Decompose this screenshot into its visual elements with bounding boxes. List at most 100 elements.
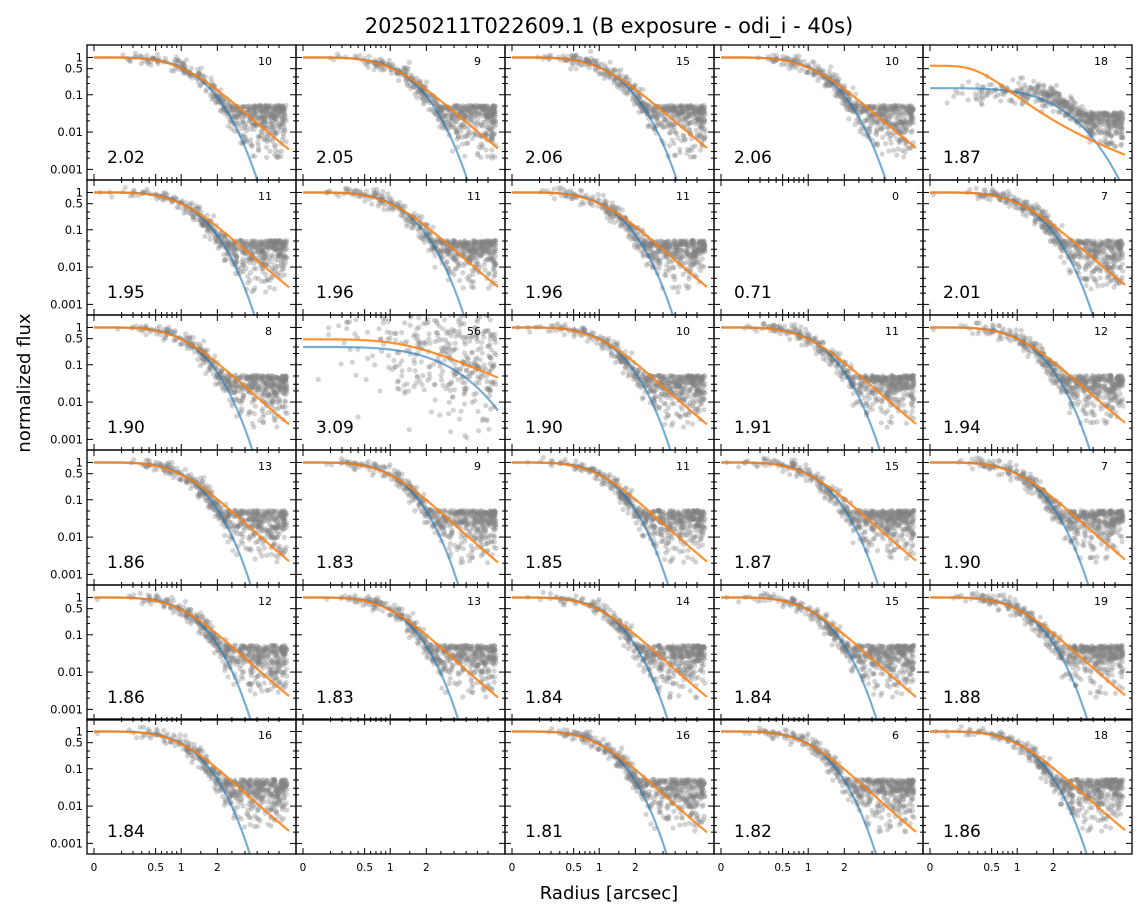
data-point — [435, 117, 441, 123]
data-point — [476, 111, 482, 117]
data-point — [405, 221, 411, 227]
data-point — [262, 251, 268, 257]
data-point — [186, 73, 192, 79]
data-point — [643, 262, 650, 268]
data-point — [577, 62, 583, 68]
data-point — [893, 121, 899, 127]
data-point — [260, 109, 266, 115]
data-point — [488, 108, 494, 114]
data-point — [258, 132, 265, 138]
data-point — [651, 107, 657, 113]
data-point — [665, 238, 672, 244]
data-point — [362, 198, 368, 204]
data-point — [251, 104, 257, 110]
data-point — [232, 109, 239, 115]
data-point — [180, 60, 186, 66]
data-point — [595, 192, 601, 198]
data-point — [264, 277, 270, 283]
data-point — [890, 121, 896, 127]
data-point — [460, 285, 466, 291]
data-point — [489, 111, 495, 117]
data-point — [489, 136, 495, 142]
data-point — [352, 53, 358, 59]
data-point — [421, 99, 427, 105]
data-point — [259, 119, 265, 125]
data-point — [175, 57, 181, 64]
data-point — [272, 256, 279, 262]
data-point — [592, 59, 599, 65]
data-point — [195, 70, 202, 76]
data-point — [883, 111, 889, 117]
data-point — [479, 145, 485, 151]
data-point — [485, 114, 491, 120]
data-point — [256, 134, 263, 140]
data-point — [654, 119, 661, 125]
data-point — [908, 112, 915, 119]
data-point — [613, 66, 619, 72]
data-point — [673, 105, 680, 111]
data-point — [596, 71, 602, 77]
data-point — [145, 61, 151, 67]
data-point — [907, 110, 913, 117]
data-point — [209, 96, 215, 103]
data-point — [904, 128, 910, 134]
data-point — [229, 104, 235, 110]
data-point — [877, 111, 883, 117]
data-point — [490, 113, 496, 119]
data-point — [697, 242, 703, 248]
data-point — [688, 103, 694, 109]
data-point — [460, 270, 466, 276]
data-point — [803, 69, 809, 75]
star-count-label: 18 — [1094, 55, 1108, 68]
data-point — [283, 102, 289, 108]
data-point — [258, 107, 265, 113]
data-point — [695, 117, 702, 123]
data-point — [645, 123, 651, 130]
data-point — [468, 111, 474, 117]
data-point — [690, 111, 696, 117]
data-point — [687, 104, 694, 110]
fwhm-label: 1.87 — [943, 148, 981, 168]
data-point — [891, 147, 897, 153]
data-point — [459, 109, 465, 115]
data-point — [428, 106, 434, 112]
data-point — [698, 126, 705, 132]
data-point — [200, 222, 207, 228]
data-point — [1115, 114, 1121, 120]
psf-panel: 152.06 — [504, 44, 715, 181]
data-point — [892, 108, 898, 114]
data-point — [382, 66, 388, 72]
data-point — [675, 135, 681, 141]
data-point — [695, 108, 702, 114]
data-point — [473, 131, 479, 137]
data-point — [278, 111, 284, 117]
data-point — [885, 112, 891, 118]
data-point — [634, 101, 640, 107]
data-point — [876, 103, 882, 109]
data-point — [670, 241, 676, 248]
data-point — [644, 102, 650, 108]
data-point — [952, 88, 959, 94]
data-point — [591, 57, 597, 64]
data-point — [667, 107, 673, 113]
data-point — [701, 102, 707, 109]
data-point — [810, 72, 816, 78]
data-point — [451, 103, 457, 109]
data-point — [440, 106, 446, 112]
data-point — [871, 105, 877, 111]
data-point — [692, 247, 698, 253]
data-point — [463, 109, 469, 115]
data-point — [401, 65, 407, 71]
y-tick-label: 1 — [76, 50, 83, 64]
data-point — [459, 141, 466, 147]
data-point — [573, 53, 579, 59]
data-point — [677, 146, 683, 152]
data-point — [453, 119, 459, 125]
data-point — [258, 114, 264, 120]
data-point — [487, 107, 494, 113]
data-point — [410, 84, 416, 90]
data-point — [468, 117, 474, 123]
data-point — [569, 52, 575, 59]
data-point — [264, 139, 270, 145]
data-point — [395, 77, 402, 84]
